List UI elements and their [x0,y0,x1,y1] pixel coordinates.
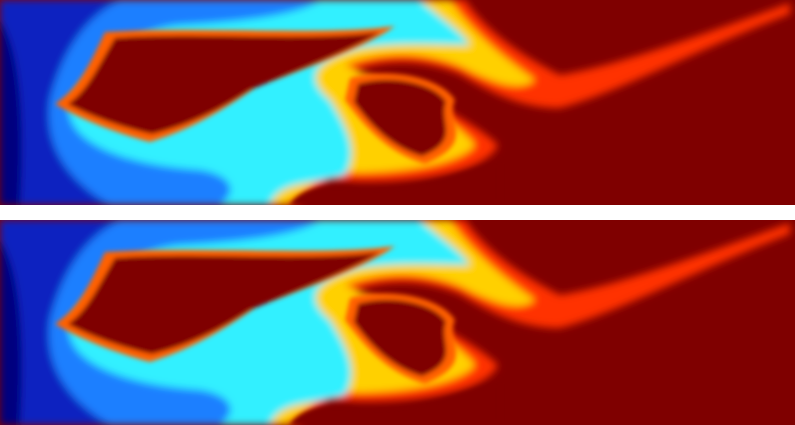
field-map-bottom [0,220,795,425]
field-map-top [0,0,795,205]
